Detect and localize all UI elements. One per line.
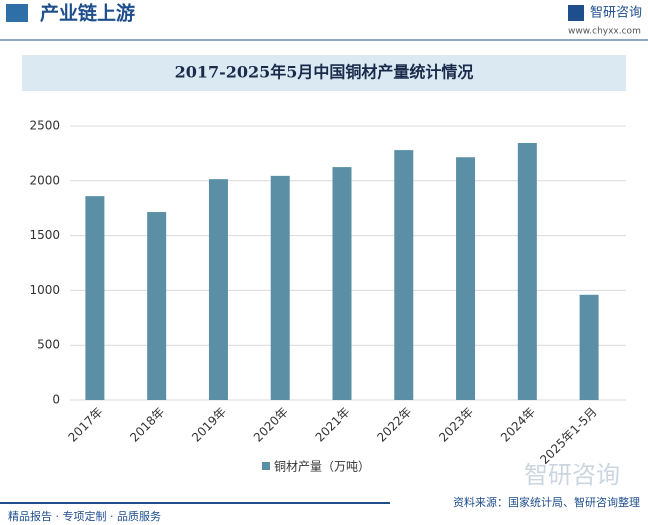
bar <box>517 142 537 400</box>
y-tick-label: 500 <box>37 338 60 352</box>
url: www.chyxx.com <box>568 27 641 37</box>
legend-swatch <box>262 462 270 470</box>
logo-icon <box>568 5 584 21</box>
footer-source: 资料来源：国家统计局、智研咨询整理 <box>453 495 640 509</box>
header-icon <box>6 4 28 22</box>
bar <box>394 150 414 400</box>
title-band <box>22 55 626 91</box>
y-tick-label: 2500 <box>29 119 60 133</box>
y-tick-label: 1500 <box>29 228 60 242</box>
bar <box>270 175 290 400</box>
legend-label: 铜材产量（万吨） <box>274 459 370 474</box>
brand: 智研咨询 <box>590 6 642 21</box>
watermark: 智研咨询 <box>524 461 620 489</box>
chart-title: 2017-2025年5月中国铜材产量统计情况 <box>175 63 474 82</box>
bar <box>579 294 599 400</box>
bar <box>332 167 352 400</box>
y-tick-label: 0 <box>52 393 60 407</box>
bar <box>208 179 228 400</box>
y-tick-label: 2000 <box>29 173 60 187</box>
bar <box>147 212 167 400</box>
bar <box>456 157 476 400</box>
section-title: 产业链上游 <box>40 2 135 25</box>
y-tick-label: 1000 <box>29 283 60 297</box>
footer-slogan: 精品报告 · 专项定制 · 品质服务 <box>8 509 161 523</box>
bar <box>85 196 105 400</box>
